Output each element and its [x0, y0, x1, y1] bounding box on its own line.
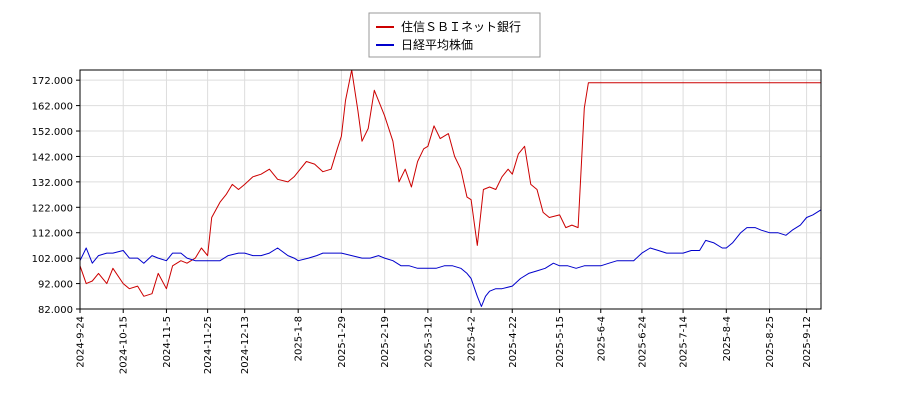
- y-tick-label: 112.000: [32, 229, 73, 240]
- legend-box: [368, 12, 541, 58]
- x-tick-label: 2024-11-5: [162, 316, 173, 368]
- series-line-nikkei: [79, 209, 822, 307]
- x-tick-label: 2025-7-14: [679, 316, 690, 368]
- y-tick-label: 122.000: [32, 203, 73, 214]
- x-tick-label: 2025-4-22: [508, 316, 519, 368]
- legend-label-sbi: 住信ＳＢＩネット銀行: [401, 20, 521, 34]
- y-tick-label: 152.000: [32, 127, 73, 138]
- y-axis: 82.000 92.000 102.000 112.000 122.000 132.000…: [32, 76, 80, 316]
- y-tick-label: 82.000: [38, 305, 73, 316]
- x-tick-label: 2025-6-24: [637, 316, 648, 368]
- legend: 住信ＳＢＩネット銀行 日経平均株価: [368, 12, 541, 58]
- y-tick-label: 102.000: [32, 254, 73, 265]
- x-tick-label: 2025-8-4: [722, 316, 733, 361]
- series-line-sbi: [79, 69, 821, 297]
- x-tick-label: 2025-2-19: [380, 316, 391, 368]
- y-tick-label: 92.000: [38, 280, 73, 291]
- y-tick-label: 142.000: [32, 152, 73, 163]
- y-tick-label: 132.000: [32, 178, 73, 189]
- x-axis: 2024-9-24 2024-10-15 2024-11-5 2024-11-25 20…: [76, 309, 813, 374]
- y-tick-label: 162.000: [32, 102, 73, 113]
- legend-label-nikkei: 日経平均株価: [401, 37, 473, 52]
- y-tick-label: 172.000: [32, 76, 73, 87]
- x-tick-label: 2025-3-12: [423, 316, 434, 368]
- x-tick-label: 2024-10-15: [119, 316, 130, 374]
- x-tick-label: 2025-8-25: [765, 316, 776, 368]
- x-tick-label: 2025-4-2: [467, 316, 478, 361]
- series-layer: [79, 69, 822, 307]
- x-tick-label: 2025-1-29: [337, 316, 348, 368]
- x-tick-label: 2025-9-12: [802, 316, 813, 368]
- x-tick-label: 2024-11-25: [203, 316, 214, 374]
- grid: [79, 70, 821, 310]
- x-tick-label: 2024-12-13: [240, 316, 251, 374]
- x-tick-label: 2025-1-8: [294, 316, 305, 361]
- x-tick-label: 2025-6-4: [596, 316, 607, 361]
- x-tick-label: 2024-9-24: [76, 316, 87, 368]
- x-tick-label: 2025-5-15: [555, 316, 566, 368]
- plot-frame: [79, 69, 822, 310]
